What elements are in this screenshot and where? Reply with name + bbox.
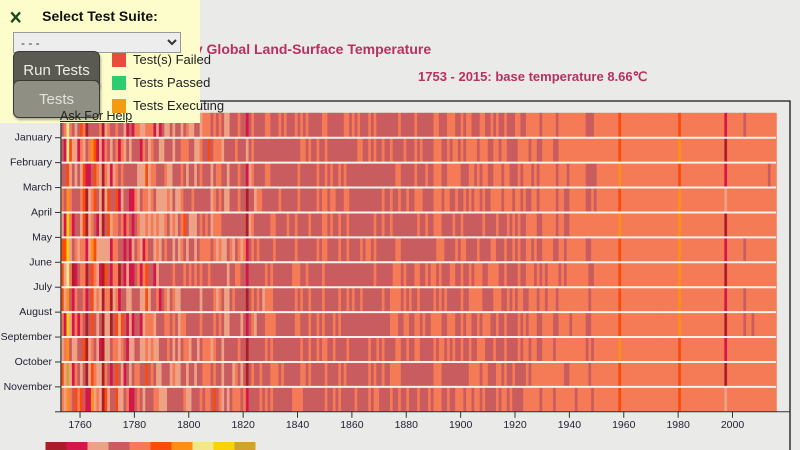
svg-text:June: June xyxy=(29,256,52,268)
svg-text:September: September xyxy=(1,331,53,343)
svg-text:July: July xyxy=(33,281,52,293)
svg-text:1780: 1780 xyxy=(123,419,147,431)
svg-text:1940: 1940 xyxy=(558,419,582,431)
svg-text:1820: 1820 xyxy=(231,419,255,431)
svg-text:1760: 1760 xyxy=(68,419,92,431)
svg-text:October: October xyxy=(15,356,53,368)
svg-text:January: January xyxy=(15,132,53,144)
svg-text:2000: 2000 xyxy=(721,419,745,431)
svg-text:March: March xyxy=(23,182,52,194)
svg-text:1960: 1960 xyxy=(612,419,636,431)
svg-text:1880: 1880 xyxy=(395,419,419,431)
svg-text:1800: 1800 xyxy=(177,419,201,431)
svg-text:August: August xyxy=(19,306,52,318)
svg-text:November: November xyxy=(4,381,53,393)
svg-text:1840: 1840 xyxy=(286,419,310,431)
svg-text:May: May xyxy=(32,231,53,243)
svg-text:April: April xyxy=(31,206,52,218)
svg-text:1980: 1980 xyxy=(666,419,690,431)
svg-text:1860: 1860 xyxy=(340,419,364,431)
svg-text:February: February xyxy=(10,157,53,169)
svg-text:1900: 1900 xyxy=(449,419,473,431)
svg-text:1920: 1920 xyxy=(503,419,527,431)
